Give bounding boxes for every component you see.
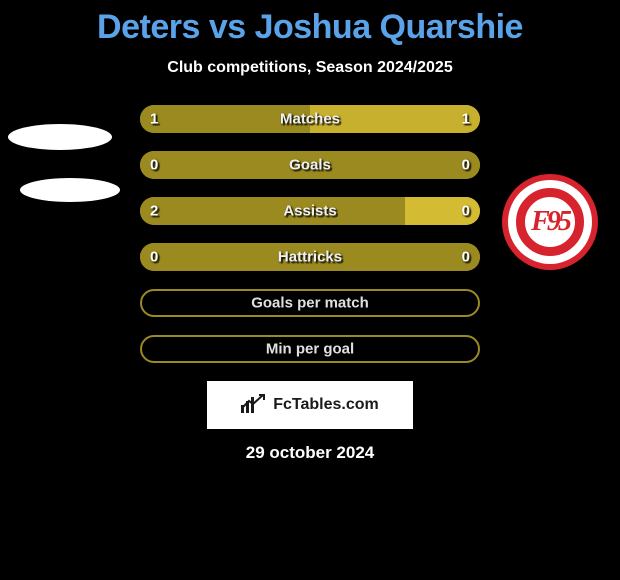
stat-row: 0 0 Hattricks <box>140 243 480 271</box>
stat-row: 0 0 Goals <box>140 151 480 179</box>
stat-row: Goals per match <box>140 289 480 317</box>
stat-row: 2 0 Assists <box>140 197 480 225</box>
stat-value-right: 0 <box>462 157 470 174</box>
stat-value-right: 0 <box>462 203 470 220</box>
stat-value-left: 0 <box>150 249 158 266</box>
club-badge-text: F95 <box>502 174 598 270</box>
club-badge-left <box>8 124 112 150</box>
fctables-icon <box>241 393 267 418</box>
stat-label: Matches <box>280 111 340 128</box>
stat-row: 1 1 Matches <box>140 105 480 133</box>
fctables-logo-text: FcTables.com <box>273 396 379 414</box>
stat-value-right: 0 <box>462 249 470 266</box>
stat-label: Assists <box>283 203 336 220</box>
fctables-logo: FcTables.com <box>207 381 413 429</box>
stat-row: Min per goal <box>140 335 480 363</box>
subtitle: Club competitions, Season 2024/2025 <box>0 59 620 77</box>
date-label: 29 october 2024 <box>0 443 620 463</box>
stat-label: Goals per match <box>251 295 369 312</box>
stat-label: Hattricks <box>278 249 342 266</box>
club-badge-right: F95 <box>502 174 598 270</box>
stat-value-left: 2 <box>150 203 158 220</box>
stat-label: Goals <box>289 157 331 174</box>
stat-value-left: 1 <box>150 111 158 128</box>
stats-bars: 1 1 Matches 0 0 Goals 2 0 Assists 0 0 Hattricks Goal… <box>140 105 480 363</box>
club-badge-left <box>20 178 120 202</box>
stat-label: Min per goal <box>266 341 354 358</box>
page-title: Deters vs Joshua Quarshie <box>0 0 620 47</box>
stat-value-left: 0 <box>150 157 158 174</box>
stat-value-right: 1 <box>462 111 470 128</box>
